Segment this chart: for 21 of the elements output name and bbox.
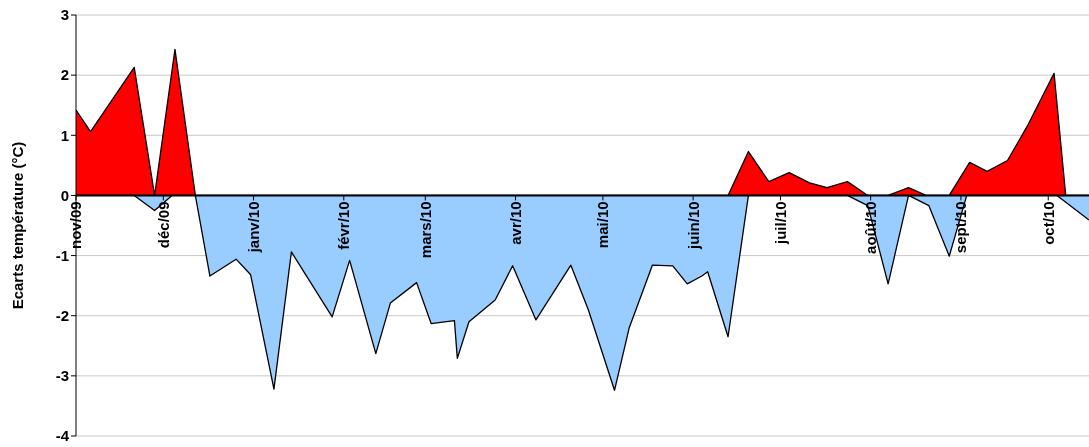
x-tick-label: mars/10 <box>416 201 434 259</box>
x-tick-label: avr/10 <box>507 201 525 245</box>
y-tick-label: -1 <box>55 246 69 264</box>
y-tick-label: 2 <box>60 66 69 84</box>
x-tick-label: sept/10 <box>952 201 970 254</box>
y-tick-label: 3 <box>60 6 69 24</box>
y-tick-label: 0 <box>60 186 69 204</box>
y-tick-label: -2 <box>55 307 69 325</box>
x-tick-label: juil/10 <box>771 201 789 245</box>
x-tick-label: juin/10 <box>684 201 702 250</box>
x-tick-label: oct/10 <box>1039 201 1057 245</box>
x-tick-label: févr/10 <box>335 201 353 250</box>
x-tick-label: mai/10 <box>594 201 612 249</box>
x-tick-label: déc/09 <box>154 201 172 249</box>
y-tick-label: 1 <box>60 126 69 144</box>
y-tick-label: -4 <box>55 427 70 445</box>
x-tick-label: août/10 <box>862 201 880 254</box>
x-tick-label: janv/10 <box>245 201 263 254</box>
x-tick-label: nov/09 <box>67 201 85 249</box>
y-tick-label: -3 <box>55 367 69 385</box>
y-axis-title: Ecarts température (°C) <box>9 141 27 310</box>
